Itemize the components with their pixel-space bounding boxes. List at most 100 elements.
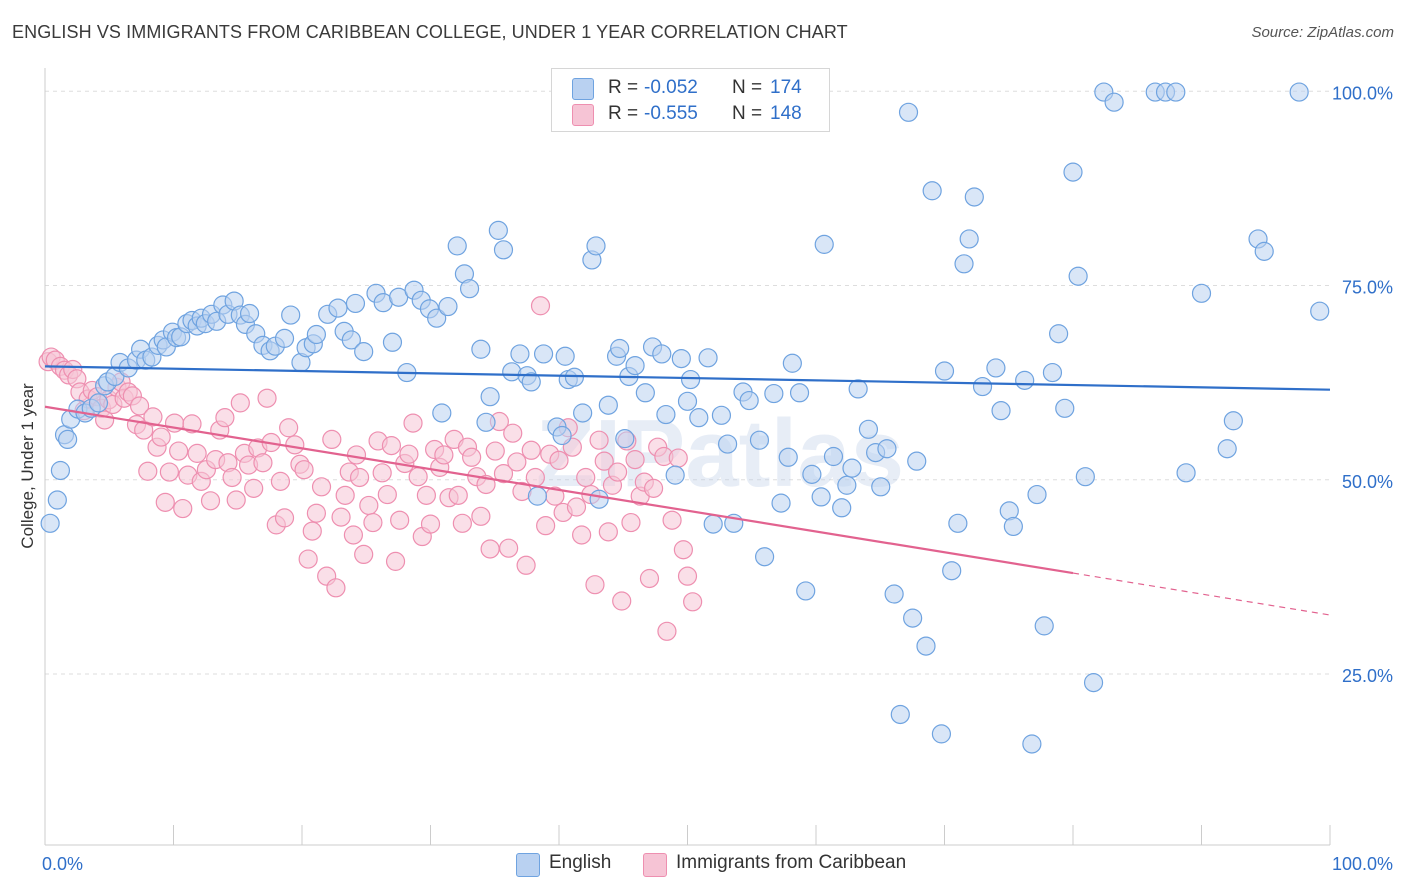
point-english bbox=[564, 367, 585, 387]
point-caribbean bbox=[372, 463, 392, 483]
legend-swatch-caribbean bbox=[572, 104, 594, 126]
point-english bbox=[1289, 82, 1309, 102]
point-english bbox=[1176, 463, 1196, 483]
point-caribbean bbox=[354, 544, 374, 565]
point-english bbox=[689, 408, 709, 428]
point-english bbox=[527, 486, 548, 506]
point-english bbox=[382, 332, 403, 352]
point-caribbean bbox=[306, 503, 326, 523]
point-english bbox=[972, 376, 993, 397]
point-caribbean bbox=[657, 621, 677, 641]
point-caribbean bbox=[173, 498, 193, 519]
legend-r-label: R = bbox=[608, 77, 639, 98]
legend-n-value: 174 bbox=[770, 77, 802, 98]
point-english bbox=[964, 187, 984, 207]
legend: R = -0.052 N = 174 R = -0.555 N = 148 bbox=[551, 68, 830, 132]
point-caribbean bbox=[530, 296, 551, 316]
point-english bbox=[1083, 673, 1104, 693]
point-caribbean bbox=[485, 441, 505, 461]
point-caribbean bbox=[621, 512, 641, 533]
point-english bbox=[341, 330, 361, 350]
point-english bbox=[898, 102, 919, 122]
source-label: Source: ZipAtlas.com bbox=[1251, 24, 1394, 41]
point-english bbox=[796, 581, 816, 601]
legend-r-label: R = bbox=[608, 103, 639, 124]
bottom-legend-label-caribbean: Immigrants from Caribbean bbox=[676, 852, 907, 873]
point-caribbean bbox=[385, 551, 406, 571]
point-caribbean bbox=[363, 512, 383, 533]
point-caribbean bbox=[403, 413, 423, 433]
point-caribbean bbox=[129, 396, 150, 416]
point-caribbean bbox=[448, 485, 468, 505]
axes bbox=[44, 68, 1331, 846]
point-english bbox=[427, 308, 447, 328]
point-english bbox=[1254, 241, 1274, 261]
point-english bbox=[871, 477, 891, 497]
point-english bbox=[493, 240, 514, 260]
legend-n-label: N = bbox=[732, 103, 763, 124]
point-english bbox=[754, 547, 775, 567]
point-caribbean bbox=[493, 463, 514, 484]
point-english bbox=[1217, 439, 1237, 459]
point-english bbox=[739, 390, 759, 411]
point-caribbean bbox=[390, 510, 410, 530]
point-english bbox=[1034, 616, 1054, 636]
point-caribbean bbox=[639, 568, 660, 589]
point-caribbean bbox=[572, 525, 592, 545]
point-caribbean bbox=[331, 507, 351, 527]
point-english bbox=[354, 342, 374, 362]
point-caribbean bbox=[159, 462, 179, 482]
point-caribbean bbox=[215, 408, 235, 428]
bottom-legend-swatch-english bbox=[516, 853, 540, 877]
trend-line-english bbox=[44, 365, 1331, 391]
point-english bbox=[345, 293, 366, 314]
point-english bbox=[306, 324, 326, 345]
point-caribbean bbox=[134, 420, 154, 440]
point-english bbox=[635, 383, 655, 403]
point-english bbox=[907, 451, 927, 471]
point-caribbean bbox=[222, 467, 242, 488]
point-english bbox=[625, 355, 645, 376]
point-caribbean bbox=[471, 506, 491, 526]
point-english bbox=[274, 328, 295, 348]
point-english bbox=[1049, 324, 1069, 344]
point-english bbox=[832, 498, 852, 518]
point-english bbox=[842, 458, 862, 478]
point-english bbox=[1042, 362, 1063, 383]
point-caribbean bbox=[612, 591, 632, 611]
point-english bbox=[573, 403, 593, 423]
point-caribbean bbox=[607, 462, 628, 482]
legend-n-label: N = bbox=[732, 77, 763, 98]
point-english bbox=[598, 395, 618, 415]
point-english bbox=[703, 514, 723, 534]
point-caribbean bbox=[346, 445, 367, 465]
point-caribbean bbox=[279, 418, 299, 438]
point-english bbox=[50, 460, 71, 481]
point-english bbox=[1022, 734, 1042, 754]
point-caribbean bbox=[683, 592, 703, 612]
point-caribbean bbox=[521, 440, 541, 460]
point-english bbox=[652, 344, 672, 364]
point-english bbox=[1027, 484, 1047, 505]
point-english bbox=[521, 372, 541, 392]
point-english bbox=[1223, 411, 1243, 431]
y-tick-label: 100.0% bbox=[1332, 83, 1393, 103]
point-english bbox=[749, 430, 770, 450]
point-caribbean bbox=[244, 478, 264, 498]
point-english bbox=[948, 513, 968, 533]
point-caribbean bbox=[566, 497, 587, 517]
point-english bbox=[837, 475, 857, 495]
point-caribbean bbox=[576, 467, 596, 488]
x-tick-label: 100.0% bbox=[1332, 854, 1393, 874]
point-english bbox=[823, 446, 844, 467]
point-caribbean bbox=[499, 538, 519, 558]
point-english bbox=[717, 434, 738, 454]
y-tick-label: 25.0% bbox=[1342, 666, 1393, 686]
point-caribbean bbox=[343, 525, 363, 545]
point-caribbean bbox=[155, 492, 175, 512]
point-english bbox=[58, 429, 78, 450]
point-caribbean bbox=[507, 452, 527, 472]
point-english bbox=[459, 279, 480, 299]
point-english bbox=[671, 348, 691, 369]
